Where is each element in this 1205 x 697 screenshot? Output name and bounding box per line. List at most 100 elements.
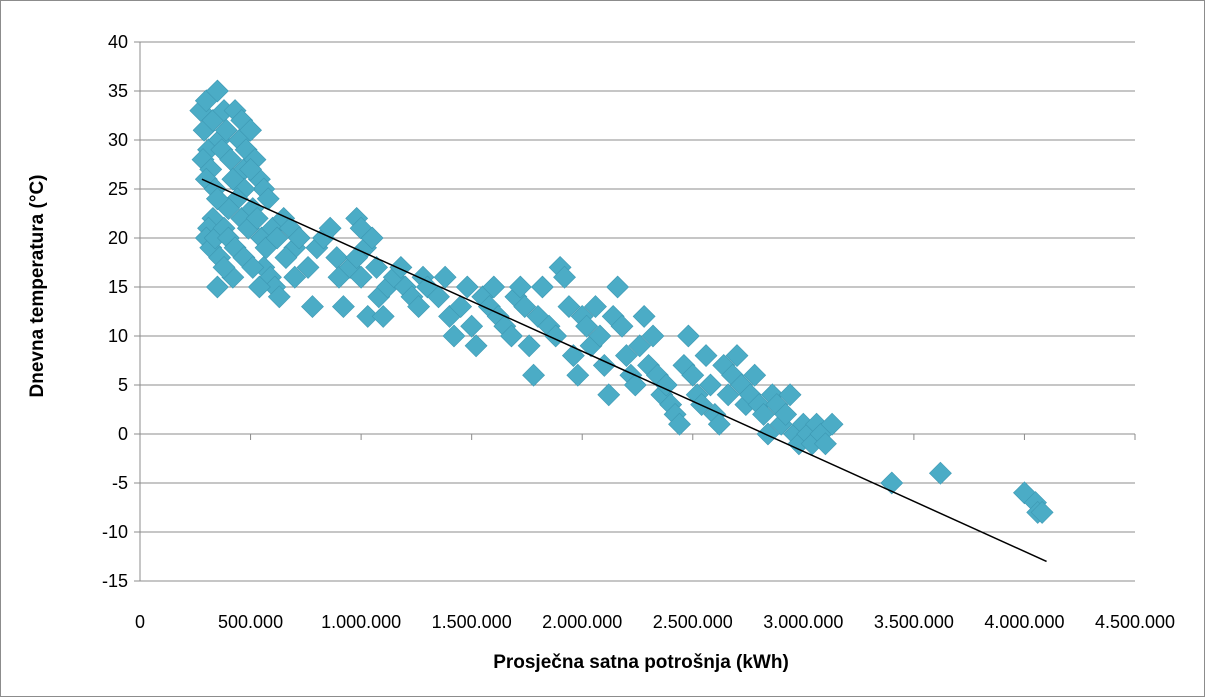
data-point xyxy=(239,118,262,142)
y-tick-label: 15 xyxy=(108,277,128,297)
x-tick-label: 3.500.000 xyxy=(874,612,954,632)
data-point xyxy=(575,314,599,338)
data-point xyxy=(615,344,638,368)
data-point xyxy=(530,275,554,299)
x-tick-label: 1.500.000 xyxy=(432,612,512,632)
y-tick-label: 10 xyxy=(108,326,128,346)
data-point xyxy=(928,461,952,485)
data-point xyxy=(482,275,506,299)
x-tick-label: 2.500.000 xyxy=(653,612,733,632)
data-point xyxy=(241,255,265,279)
data-point xyxy=(464,334,488,358)
x-tick-label: 4.000.000 xyxy=(984,612,1064,632)
data-point xyxy=(407,295,431,319)
data-point xyxy=(221,167,245,191)
data-point xyxy=(681,363,705,387)
data-point xyxy=(508,275,532,299)
data-point xyxy=(349,265,373,289)
data-point xyxy=(331,295,355,319)
data-point xyxy=(628,334,652,358)
data-point xyxy=(668,412,691,436)
y-tick-label: 20 xyxy=(108,228,128,248)
data-point xyxy=(743,363,767,387)
data-point xyxy=(287,226,311,250)
data-point xyxy=(694,344,718,368)
data-point xyxy=(267,285,291,309)
data-point xyxy=(566,363,590,387)
x-axis-title: Prosječna satna potrošnja (kWh) xyxy=(493,652,789,673)
data-point xyxy=(557,295,581,319)
data-point xyxy=(205,187,229,211)
data-point xyxy=(442,324,466,348)
data-point xyxy=(588,324,612,348)
data-point xyxy=(814,432,837,456)
tick-labels: -15 -10 -5 0 5 10 15 20 25 30 35 40 0 500.000 1.000.00… xyxy=(102,32,1175,632)
data-point xyxy=(214,118,238,142)
y-tick-label: 30 xyxy=(108,130,128,150)
y-tick-label: 40 xyxy=(108,32,128,52)
data-point xyxy=(592,353,616,377)
data-point xyxy=(756,422,780,446)
data-point xyxy=(500,324,523,348)
data-point xyxy=(522,363,546,387)
data-point xyxy=(699,373,722,397)
data-point xyxy=(356,304,380,328)
data-point xyxy=(283,265,307,289)
data-point xyxy=(513,295,537,319)
data-point xyxy=(433,265,457,289)
data-point xyxy=(365,255,389,279)
x-tick-label: 3.000.000 xyxy=(763,612,843,632)
data-point xyxy=(774,402,798,426)
data-point xyxy=(553,265,576,289)
y-tick-label: 35 xyxy=(108,81,128,101)
data-point xyxy=(205,275,229,299)
x-tick-label: 4.500.000 xyxy=(1095,612,1175,632)
data-point xyxy=(460,314,484,338)
data-point xyxy=(265,226,289,250)
data-point xyxy=(360,226,384,250)
axes xyxy=(134,41,1136,582)
gridlines xyxy=(140,41,1135,582)
data-point xyxy=(318,216,342,240)
y-tick-label: -5 xyxy=(112,473,128,493)
y-tick-label: 5 xyxy=(118,375,128,395)
data-point xyxy=(641,324,665,348)
data-point xyxy=(449,295,473,319)
data-point xyxy=(606,275,630,299)
data-point xyxy=(584,295,607,319)
x-tick-label: 2.000.000 xyxy=(542,612,622,632)
data-point xyxy=(239,157,262,181)
trendline-layer xyxy=(201,178,1047,563)
y-tick-label: 0 xyxy=(118,424,128,444)
data-point xyxy=(610,314,634,338)
x-tick-label: 1.000.000 xyxy=(321,612,401,632)
y-tick-label: 25 xyxy=(108,179,128,199)
data-point xyxy=(212,255,236,279)
data-point xyxy=(707,412,731,436)
data-points xyxy=(189,79,1054,524)
data-point xyxy=(455,275,479,299)
data-point xyxy=(632,304,656,328)
data-point xyxy=(371,304,395,328)
data-point xyxy=(301,295,324,319)
data-point xyxy=(654,373,678,397)
y-tick-label: -15 xyxy=(102,571,128,591)
data-point xyxy=(247,275,271,299)
data-point xyxy=(716,383,740,407)
data-point xyxy=(725,344,749,368)
data-point xyxy=(1030,500,1054,524)
x-tick-label: 0 xyxy=(135,612,145,632)
data-point xyxy=(296,255,320,279)
data-point xyxy=(389,255,413,279)
data-point xyxy=(752,402,775,426)
data-point xyxy=(205,79,229,103)
y-tick-label: -10 xyxy=(102,522,128,542)
data-point xyxy=(245,206,269,230)
data-point xyxy=(676,324,700,348)
y-axis-title: Dnevna temperatura (°C) xyxy=(27,175,48,398)
data-point xyxy=(778,383,802,407)
x-tick-label: 500.000 xyxy=(218,612,283,632)
trendline xyxy=(201,178,1047,563)
data-point xyxy=(597,383,621,407)
